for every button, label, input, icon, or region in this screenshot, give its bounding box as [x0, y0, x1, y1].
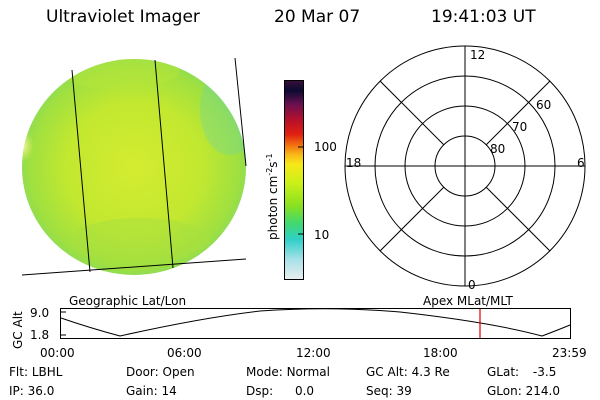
- flt-field: Flt: LBHL: [9, 365, 63, 379]
- gc-alt-field: GC Alt: 4.3 Re: [366, 365, 450, 379]
- mlt-label-0: 0: [468, 278, 476, 292]
- earth-disk: [22, 59, 246, 275]
- glat-field: GLat: -3.5: [487, 365, 557, 379]
- mlt-label-6: 6: [577, 156, 585, 170]
- instrument-title: Ultraviolet Imager: [46, 7, 200, 27]
- date-label: 20 Mar 07: [274, 7, 361, 27]
- mode-field: Mode: Normal: [246, 365, 330, 379]
- mlat-label-60: 60: [536, 98, 552, 112]
- dsp-field: Dsp: 0.0: [246, 384, 315, 398]
- mlt-label-12: 12: [470, 48, 486, 62]
- time-label: 19:41:03 UT: [431, 7, 536, 27]
- x-tick-1200: 12:00: [296, 346, 331, 360]
- y-tick-1-8: 1.8: [30, 328, 50, 342]
- y-tick-9: 9.0: [30, 306, 50, 320]
- x-tick-2359: 23:59: [552, 346, 587, 360]
- colorbar: [284, 80, 304, 280]
- gain-field: Gain: 14: [126, 384, 177, 398]
- seq-field: Seq: 39: [366, 384, 412, 398]
- colorbar-tick-10: 10: [314, 228, 330, 242]
- mlt-label-18: 18: [346, 156, 362, 170]
- x-tick-0000: 00:00: [40, 346, 75, 360]
- geographic-label: Geographic Lat/Lon: [69, 294, 187, 308]
- door-field: Door: Open: [126, 365, 195, 379]
- mlat-label-70: 70: [512, 120, 528, 134]
- x-tick-0600: 06:00: [167, 346, 202, 360]
- altitude-curve: [60, 308, 571, 337]
- geographic-grid-lines: [21, 57, 247, 276]
- x-tick-1800: 18:00: [423, 346, 458, 360]
- ip-field: IP: 36.0: [9, 384, 55, 398]
- apex-label: Apex MLat/MLT: [423, 294, 513, 308]
- colorbar-tick-100: 100: [314, 140, 337, 154]
- glon-field: GLon: 214.0: [487, 384, 560, 398]
- mlat-label-80: 80: [490, 142, 506, 156]
